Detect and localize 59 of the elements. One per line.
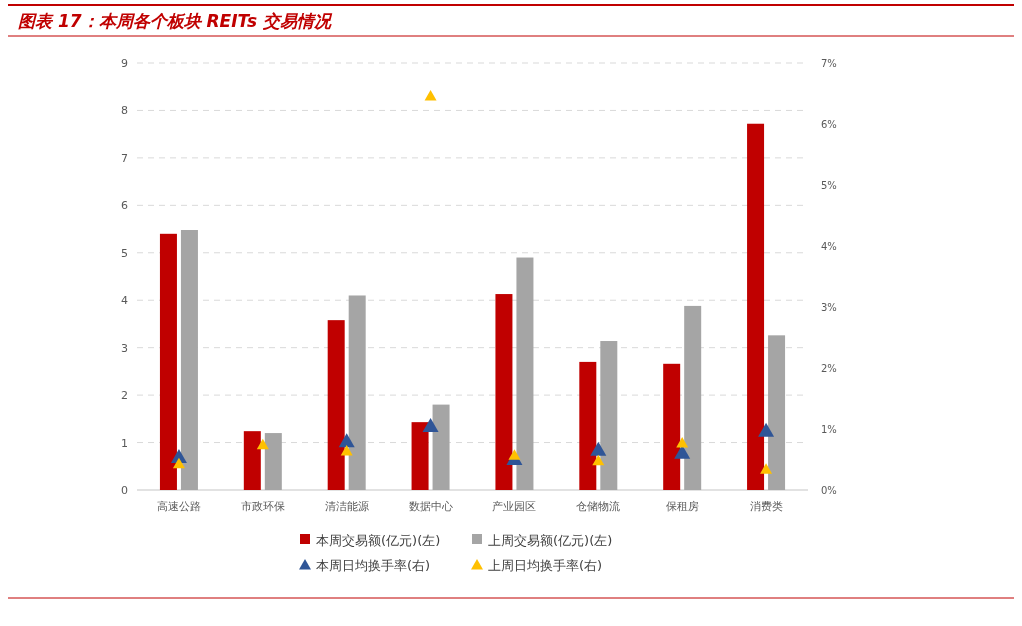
bar (243, 431, 261, 490)
bar (663, 363, 681, 490)
bar (159, 233, 177, 490)
y-tick-label: 5 (121, 246, 128, 260)
point (760, 463, 773, 474)
point (508, 449, 521, 460)
legend-label: 上周日均换手率(右) (488, 558, 603, 573)
y2-tick-label: 7% (821, 58, 837, 69)
y2-tick-label: 0% (821, 485, 837, 496)
y-tick-label: 3 (121, 341, 128, 355)
point (676, 437, 689, 448)
point (340, 444, 353, 456)
point (338, 433, 355, 448)
x-tick-label: 清洁能源 (324, 500, 369, 513)
y-tick-label: 6 (121, 199, 128, 213)
x-tick-label: 高速公路 (156, 500, 201, 513)
x-tick-label: 消费类 (749, 500, 783, 513)
legend-label: 本周交易额(亿元)(左) (316, 533, 441, 548)
point (590, 441, 607, 456)
bar (432, 404, 450, 490)
x-tick-label: 仓储物流 (576, 500, 621, 513)
bar (579, 361, 597, 490)
bar (516, 257, 534, 490)
y2-tick-label: 2% (821, 363, 837, 374)
bar (411, 422, 429, 490)
point (592, 454, 605, 466)
bar (768, 335, 786, 490)
x-tick-label: 保租房 (665, 500, 699, 513)
bar (747, 123, 765, 490)
bar (684, 305, 702, 490)
y-tick-label: 1 (121, 436, 128, 450)
y-tick-label: 7 (121, 151, 128, 165)
y2-tick-label: 1% (821, 424, 837, 435)
bar (264, 433, 282, 490)
bar (495, 294, 513, 490)
y2-tick-label: 5% (821, 180, 837, 191)
legend-label: 上周交易额(亿元)(左) (488, 533, 613, 548)
y2-tick-label: 3% (821, 302, 837, 313)
bar (348, 295, 366, 490)
point (172, 457, 185, 469)
bar (327, 320, 345, 490)
y-tick-label: 8 (121, 104, 128, 118)
y-tick-label: 9 (121, 57, 128, 70)
y-tick-label: 0 (121, 484, 128, 497)
y2-tick-label: 4% (821, 241, 837, 252)
bar (180, 230, 198, 490)
legend-label: 本周日均换手率(右) (316, 558, 431, 573)
point (424, 89, 437, 101)
x-tick-label: 数据中心 (408, 500, 453, 513)
x-tick-label: 产业园区 (492, 500, 537, 513)
point (758, 422, 775, 437)
chart-title: 图表 17：本周各个板块 REITs 交易情况 (18, 11, 334, 31)
point (256, 438, 269, 450)
bar (600, 341, 618, 490)
y-tick-label: 4 (121, 294, 128, 308)
x-tick-label: 市政环保 (240, 500, 285, 513)
y-tick-label: 2 (121, 389, 128, 403)
y2-tick-label: 6% (821, 119, 837, 130)
point (422, 417, 439, 432)
